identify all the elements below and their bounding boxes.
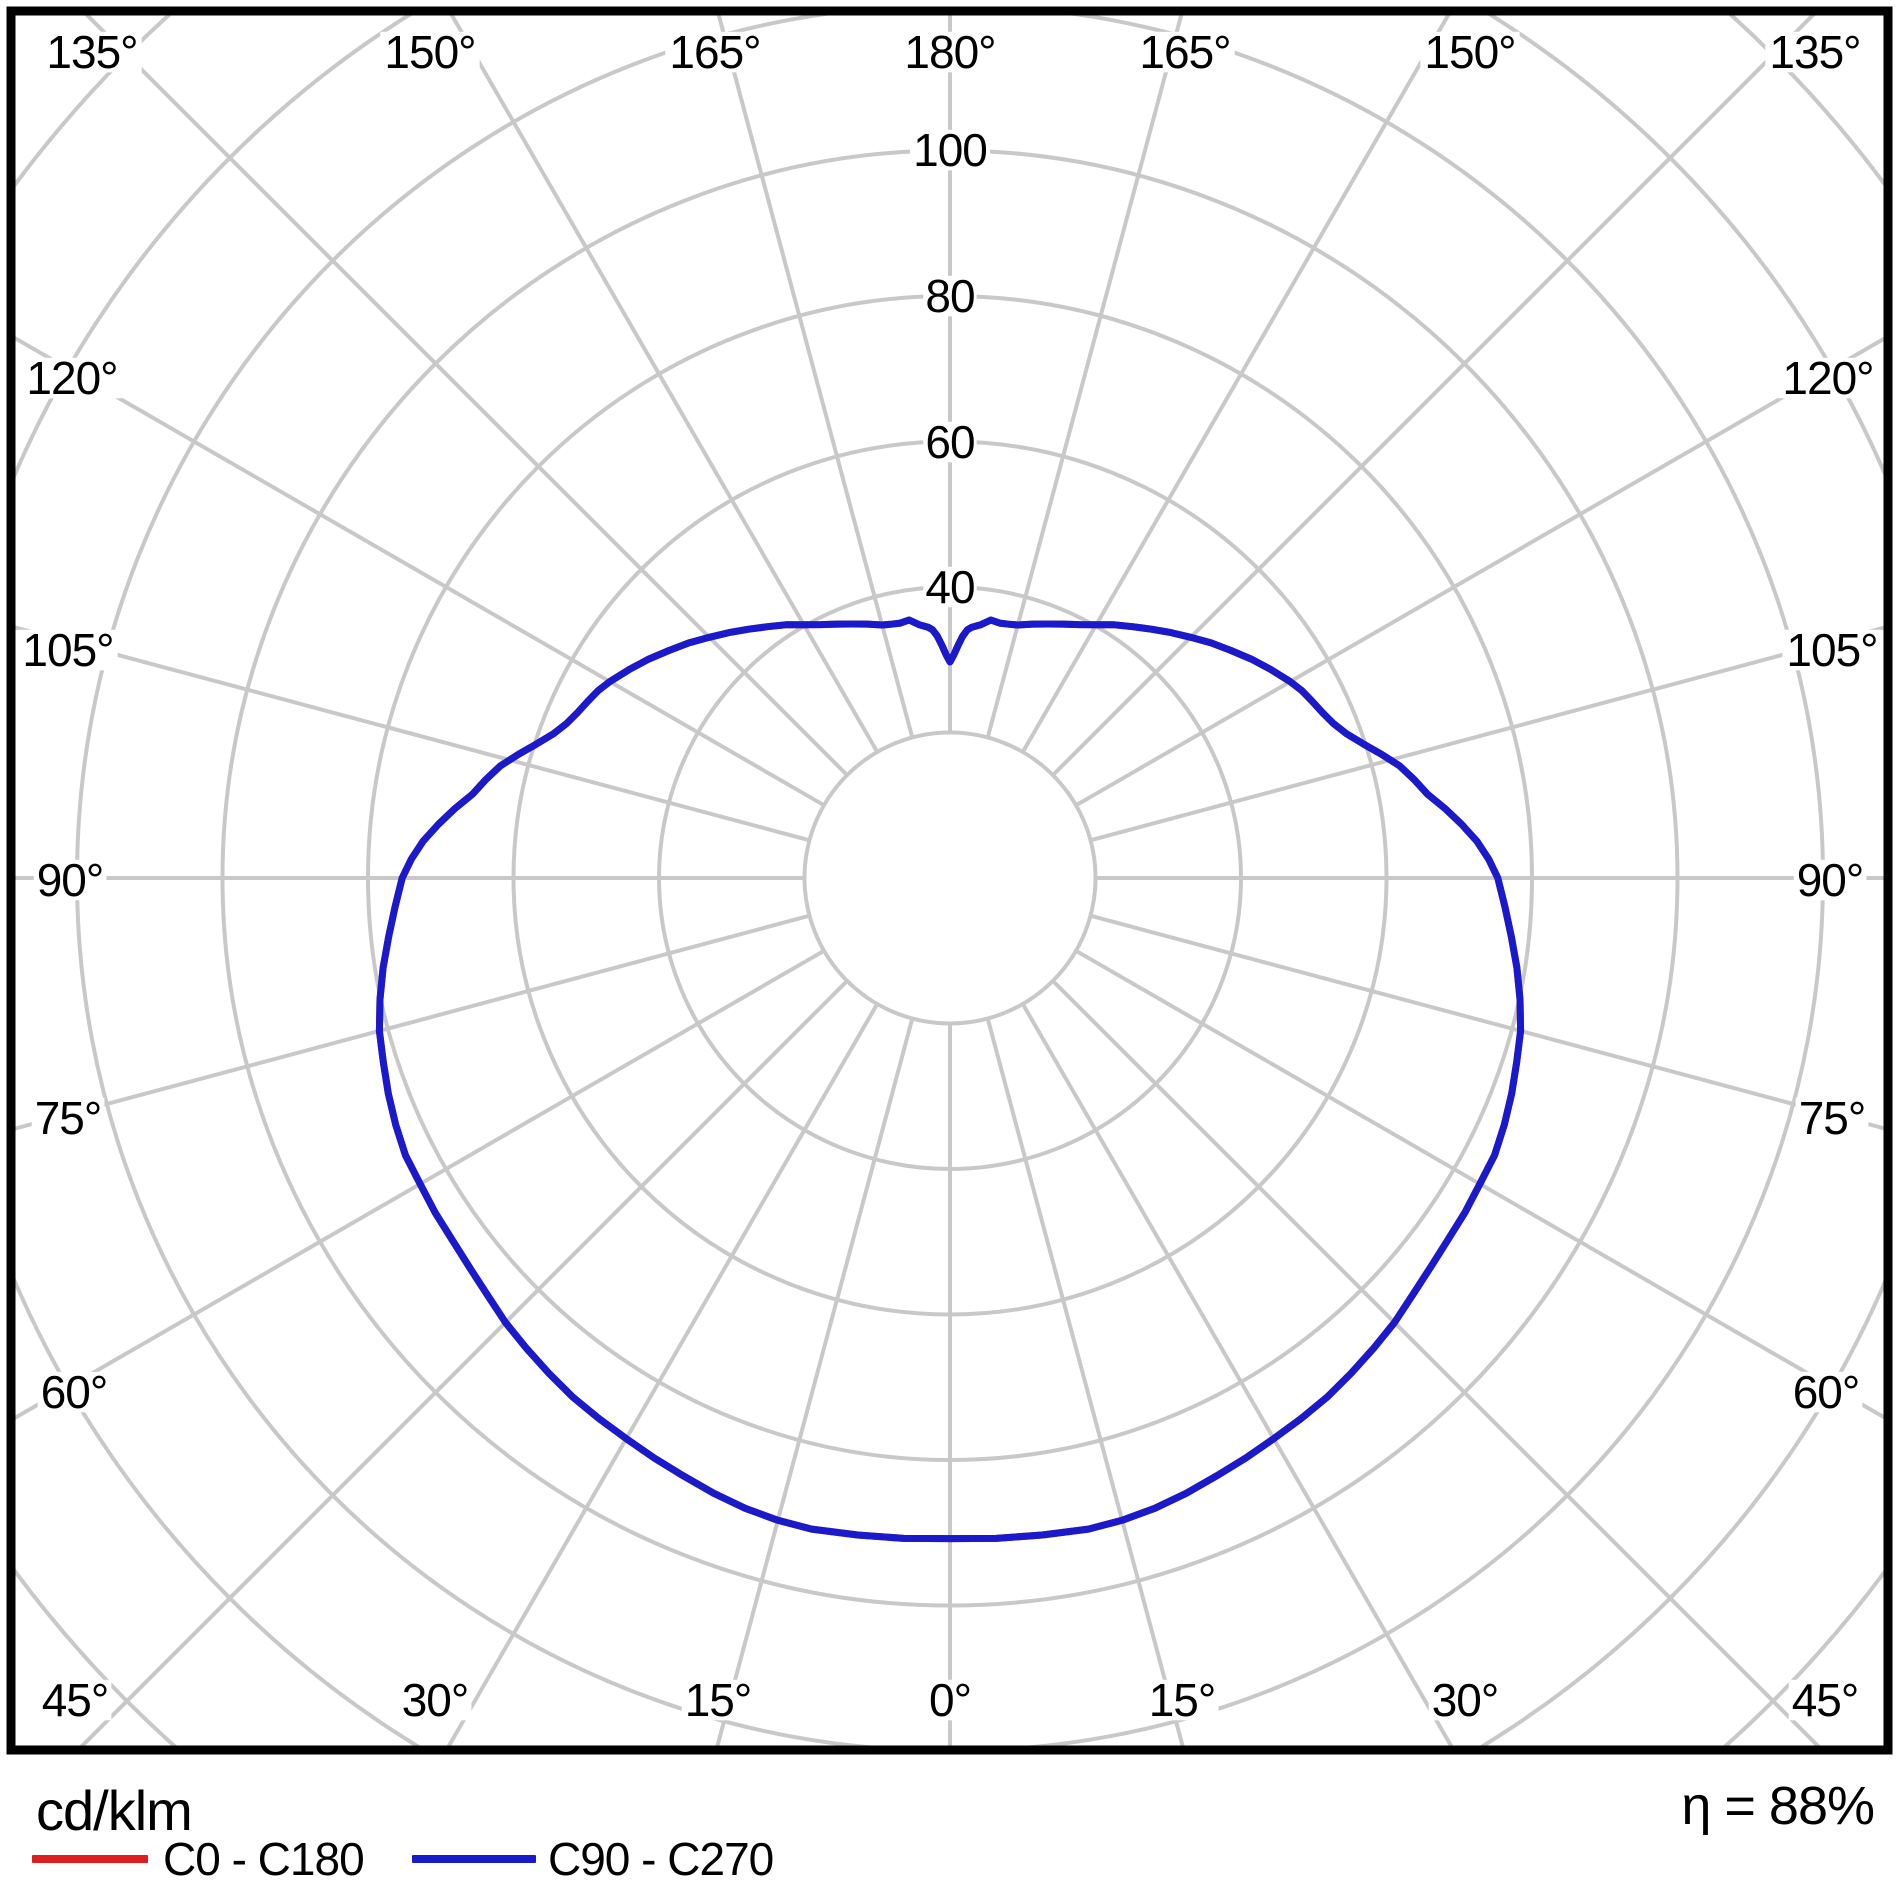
angle-label-mask <box>38 1679 112 1721</box>
angle-label-mask <box>398 1679 472 1721</box>
angle-label-mask <box>927 1679 973 1721</box>
curve-c90-c270 <box>375 616 1525 1543</box>
radial-tick-label: 80 <box>925 270 974 322</box>
grid-spoke <box>715 1017 915 1746</box>
angle-label-mask <box>18 629 118 671</box>
grid-spoke <box>449 15 880 754</box>
grid-spoke <box>1051 979 1821 1746</box>
angle-label: 15° <box>1149 1674 1216 1726</box>
grid-spoke <box>15 949 825 1420</box>
grid-spoke <box>1089 913 1884 1131</box>
angle-label: 105° <box>1786 624 1877 676</box>
angle-label: 45° <box>42 1674 109 1726</box>
grid-spoke <box>1089 625 1884 843</box>
angle-label: 90° <box>37 854 104 906</box>
angle-label-mask <box>1765 31 1865 73</box>
angle-label: 150° <box>384 26 475 78</box>
angle-label-mask <box>1788 1679 1862 1721</box>
angle-label: 135° <box>46 26 137 78</box>
angle-label-mask <box>1778 357 1878 399</box>
angle-label-mask <box>37 1371 111 1413</box>
angle-label-mask <box>1145 1679 1219 1721</box>
grid-spoke <box>15 913 811 1131</box>
angle-label: 120° <box>26 352 117 404</box>
angle-label: 120° <box>1782 352 1873 404</box>
angle-label-mask <box>1782 629 1882 671</box>
angle-label: 165° <box>669 26 760 78</box>
angle-label-mask <box>33 859 107 901</box>
angle-label-mask <box>665 31 765 73</box>
angle-label-mask <box>681 1679 755 1721</box>
angle-label: 60° <box>41 1366 108 1418</box>
angle-label: 30° <box>1432 1674 1499 1726</box>
grid-spoke <box>15 625 811 843</box>
angle-label: 165° <box>1139 26 1230 78</box>
angle-label-mask <box>1793 859 1867 901</box>
legend-label-c90-c270: C90 - C270 <box>548 1833 774 1885</box>
grid-spoke <box>1021 15 1451 753</box>
angle-label: 180° <box>904 26 995 78</box>
angle-label: 0° <box>929 1674 971 1726</box>
plot-frame <box>6 6 1893 1755</box>
efficiency-label: η = 88% <box>1681 1776 1875 1836</box>
angle-label-mask <box>1789 1371 1863 1413</box>
grid-spoke <box>1074 336 1884 808</box>
angle-label-mask <box>380 31 480 73</box>
grid-spoke <box>1075 949 1884 1420</box>
legend: C0 - C180 C90 - C270 <box>0 1828 1900 1888</box>
grid-spoke <box>1021 1003 1454 1746</box>
angle-label-mask <box>1795 1097 1869 1139</box>
angle-label: 75° <box>1799 1092 1866 1144</box>
radial-tick-label-mask <box>923 421 977 463</box>
angle-label: 30° <box>402 1674 469 1726</box>
radial-tick-label: 100 <box>913 124 987 176</box>
angle-label-mask <box>1420 31 1520 73</box>
grid-spoke <box>985 1017 1185 1746</box>
legend-swatch-blue-line <box>412 1855 536 1863</box>
grid-spoke <box>79 979 849 1746</box>
grid-spoke <box>1051 15 1816 777</box>
radial-tick-label-mask <box>923 566 977 608</box>
legend-label-c0-c180: C0 - C180 <box>163 1833 365 1885</box>
grid-spoke <box>15 336 825 807</box>
angle-label-mask <box>42 31 142 73</box>
angle-label: 135° <box>1769 26 1860 78</box>
radial-tick-label-mask <box>923 275 977 317</box>
radial-tick-label-mask <box>910 129 990 171</box>
angle-label: 90° <box>1797 854 1864 906</box>
angle-label: 60° <box>1793 1366 1860 1418</box>
radial-tick-label: 40 <box>925 561 974 613</box>
angle-label-mask <box>1135 31 1235 73</box>
angle-label: 45° <box>1792 1674 1859 1726</box>
radial-tick-label: 60 <box>925 416 974 468</box>
grid-spoke <box>985 15 1184 739</box>
angle-label: 15° <box>685 1674 752 1726</box>
unit-label: cd/klm <box>36 1779 193 1842</box>
grid-spoke <box>446 1003 879 1746</box>
legend-swatch-red-line <box>32 1855 148 1863</box>
grid-spoke <box>84 15 849 777</box>
angle-label: 150° <box>1424 26 1515 78</box>
angle-label: 75° <box>35 1092 102 1144</box>
angle-label-mask <box>31 1097 105 1139</box>
angle-label-mask <box>1428 1679 1502 1721</box>
angle-label-mask <box>22 357 122 399</box>
angle-label-mask <box>900 31 1000 73</box>
grid-circle <box>802 730 1098 1026</box>
angle-label: 105° <box>22 624 113 676</box>
grid-spoke <box>716 15 915 739</box>
